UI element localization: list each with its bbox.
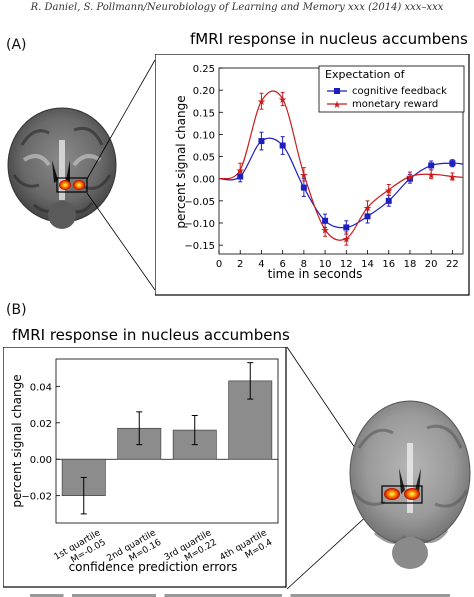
activation-blob-right [404, 488, 420, 500]
data-point-star: ★ [363, 204, 372, 215]
panel-b-title: fMRI response in nucleus accumbens [12, 326, 290, 344]
data-point-star: ★ [448, 173, 457, 184]
data-point-star: ★ [427, 170, 436, 181]
data-point-star: ★ [342, 235, 351, 246]
activation-blob-left [384, 488, 400, 500]
data-point-square [343, 224, 350, 231]
x-tick-label: 18 [404, 259, 417, 270]
brain-slice-image-b [349, 400, 471, 569]
data-point-square [449, 160, 456, 167]
activation-blob-left [59, 180, 71, 190]
x-tick-label: 20 [425, 259, 438, 270]
y-tick-label: −0.05 [184, 197, 215, 208]
x-tick-label: 4 [258, 259, 264, 270]
panel-a-label: (A) [6, 37, 27, 53]
y-tick-label: −0.10 [184, 219, 215, 230]
brain-slice-image-a [7, 107, 117, 229]
roi-box-a [56, 177, 88, 193]
data-point-square [385, 197, 392, 204]
data-point-star: ★ [384, 186, 393, 197]
legend-box [318, 65, 465, 113]
x-axis-label: time in seconds [268, 267, 363, 281]
roi-box-b [381, 485, 423, 504]
y-axis-label: percent signal change [174, 95, 188, 228]
y-tick-label: 0.00 [30, 455, 52, 466]
data-point-square [322, 217, 329, 224]
data-point-square [279, 142, 286, 149]
y-axis-label: percent signal change [10, 374, 24, 507]
data-point-star: ★ [321, 226, 330, 237]
bar-chart-prediction-errors: 0.040.020.00−0.02 1st quartileM=-0.052nd… [3, 347, 287, 588]
running-header: R. Daniel, S. Pollmann/Neurobiology of L… [30, 2, 444, 13]
y-tick-label: −0.15 [184, 241, 215, 252]
y-tick-label: 0.25 [193, 64, 215, 75]
legend-label-series-2: monetary reward [352, 99, 438, 110]
y-tick-label: −0.02 [21, 492, 52, 503]
y-tick-label: 0.00 [193, 175, 215, 186]
data-point-star: ★ [236, 166, 245, 177]
y-axis-ticks: 0.25 0.20 0.15 0.10 0.05 0.00 −0.05 −0.10 −0.15 [184, 64, 223, 252]
x-tick-label: 2 [237, 259, 243, 270]
legend-marker-star: ★ [333, 100, 342, 111]
data-point-square [428, 162, 435, 169]
legend-title: Expectation of [325, 68, 406, 81]
data-point-square [364, 213, 371, 220]
data-point-square [258, 138, 265, 145]
data-point-square [300, 184, 307, 191]
y-tick-label: 0.10 [193, 130, 215, 141]
data-point-star: ★ [257, 97, 266, 108]
x-tick-label: 10 [319, 259, 332, 270]
panel-a-title: fMRI response in nucleus accumbens [190, 30, 468, 48]
y-tick-label: 0.15 [193, 108, 215, 119]
legend-marker-square [334, 88, 340, 94]
x-tick-label: 8 [301, 259, 307, 270]
data-point-square [237, 173, 244, 180]
line-chart-signal-over-time: 0.250.200.150.100.050.00−0.05−0.10−0.15 … [155, 54, 470, 296]
y-tick-label: 0.02 [30, 419, 52, 430]
legend-label-series-1: cognitive feedback [352, 86, 447, 97]
y-tick-label: 0.04 [30, 382, 52, 393]
x-tick-label: 0 [216, 259, 222, 270]
data-point-star: ★ [405, 173, 414, 184]
data-point-square [406, 175, 413, 182]
x-tick-label: 16 [382, 259, 395, 270]
y-tick-label: 0.20 [193, 86, 215, 97]
x-axis-label: confidence prediction errors [69, 560, 238, 574]
legend: Expectation of cognitive feedback ★ mone… [318, 65, 465, 113]
data-point-star: ★ [278, 95, 287, 106]
x-tick-label: 14 [361, 259, 374, 270]
series-markers: ★ ★ ★ ★ ★ ★ ★ ★ ★ ★ ★ [236, 95, 457, 246]
bar-error-bars [80, 362, 254, 515]
chart-b-plot-area [55, 358, 279, 524]
caption-fragment [0, 589, 474, 597]
panel-b-label: (B) [6, 302, 27, 318]
connector-lines-a [86, 59, 156, 291]
data-point-star: ★ [299, 170, 308, 181]
x-axis-ticks: 0 2 4 6 8 10 12 14 16 18 20 22 [216, 250, 459, 270]
x-tick-label: 22 [446, 259, 459, 270]
y-tick-label: 0.05 [193, 153, 215, 164]
x-tick-label: 6 [279, 259, 285, 270]
x-tick-label: 12 [340, 259, 353, 270]
activation-blob-right [73, 180, 85, 190]
